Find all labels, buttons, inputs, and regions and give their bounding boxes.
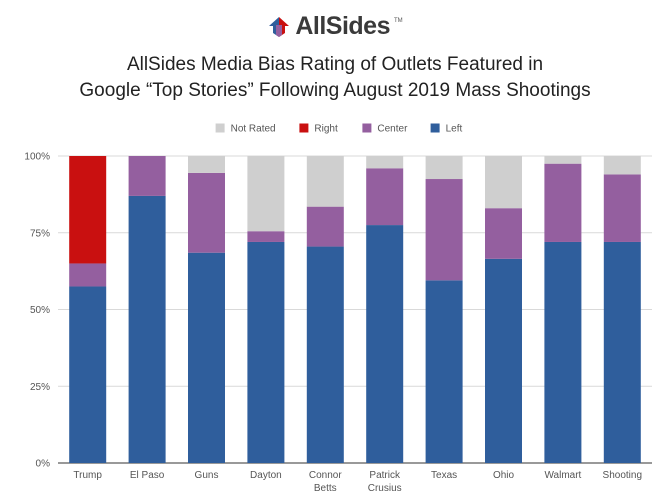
bar-trump-left [69,286,107,463]
bar-guns-center [188,172,225,253]
y-tick-label: 100% [24,152,50,163]
x-tick-label: Dayton [250,470,282,481]
bar-guns-left [188,252,225,463]
y-tick-label: 75% [30,228,50,239]
legend-label-center: Center [377,124,408,135]
x-tick-label: El Paso [130,470,165,481]
bar-connor-betts-not-rated [306,156,344,207]
bar-guns-not-rated [188,156,225,173]
y-tick-label: 0% [36,459,51,470]
y-tick-label: 50% [30,305,50,316]
bar-walmart-center [544,163,582,242]
bars [69,156,641,463]
bar-shooting-left [603,241,641,463]
y-axis: 0% 25% 50% 75% 100% [24,152,50,470]
legend-swatch-center [362,123,372,133]
bar-connor-betts-center [306,206,344,247]
bar-patrick-crusius-center [366,168,404,226]
bar-ohio-center [485,208,522,259]
legend-label-not-rated: Not Rated [231,124,276,135]
x-axis: Trump El Paso Guns Dayton Connor Betts Patrick… [73,470,642,494]
allsides-logo: AllSides TM [0,12,670,41]
legend-swatch-right [299,123,309,133]
chart-title: AllSides Media Bias Rating of Outlets Fe… [0,52,670,104]
x-tick-label: Betts [314,483,337,494]
bar-shooting-not-rated [603,156,641,175]
logo-trademark: TM [393,18,403,24]
bar-walmart-not-rated [544,156,582,164]
x-tick-label: Patrick [369,470,401,481]
x-tick-label: Walmart [544,470,581,481]
bar-ohio-not-rated [485,156,522,209]
allsides-logo-icon [269,16,290,37]
x-tick-label: Crusius [368,483,402,494]
bar-dayton-center [247,231,285,242]
bar-connor-betts-left [306,246,344,463]
legend-swatch-left [430,123,440,133]
bar-dayton-left [247,241,285,463]
bar-trump-center [69,263,107,287]
x-tick-label: Guns [195,470,219,481]
bar-texas-not-rated [425,156,463,180]
y-tick-label: 25% [30,382,50,393]
legend-swatch-not-rated [215,123,225,133]
logo-text: AllSides [295,12,390,40]
x-tick-label: Texas [431,470,457,481]
bar-el-paso-left [128,195,166,463]
bar-el-paso-center [128,156,166,196]
bar-trump-right [69,156,107,264]
legend-label-left: Left [446,124,463,135]
x-tick-label: Connor [309,470,342,481]
bar-dayton-not-rated [247,156,285,232]
bar-patrick-crusius-not-rated [366,156,404,169]
bar-patrick-crusius-left [366,225,404,463]
bar-texas-left [425,280,463,463]
legend: Not Rated Right Center Left [215,123,463,135]
bar-walmart-left [544,241,582,463]
bar-texas-center [425,179,463,281]
x-tick-label: Ohio [493,470,515,481]
bar-ohio-left [485,258,522,463]
legend-label-right: Right [314,124,338,135]
bar-shooting-center [603,174,641,242]
chart-title-line-1: AllSides Media Bias Rating of Outlets Fe… [126,54,544,75]
x-tick-label: Trump [73,470,102,481]
chart-title-line-2: Google “Top Stories” Following August 20… [79,80,591,101]
x-tick-label: Shooting [603,470,642,481]
